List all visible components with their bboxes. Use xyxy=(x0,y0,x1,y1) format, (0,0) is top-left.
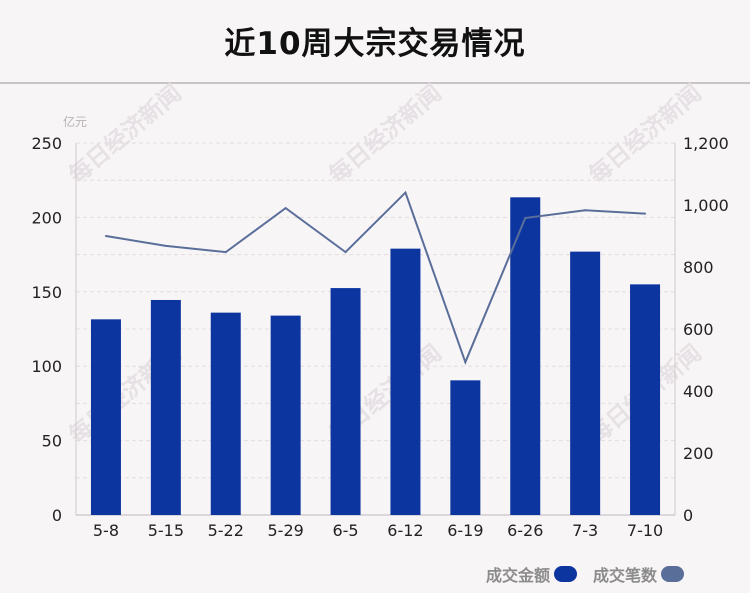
legend-swatch-count xyxy=(661,566,685,582)
legend-item-count: 成交笔数 xyxy=(593,562,685,586)
right-tick-label: 1,200 xyxy=(683,134,729,153)
right-tick-label: 800 xyxy=(683,258,714,277)
right-tick-label: 200 xyxy=(683,444,714,463)
legend-label-count: 成交笔数 xyxy=(593,566,658,585)
line-point xyxy=(644,212,647,215)
line-point xyxy=(524,217,527,220)
title-bar: 近10周大宗交易情况 xyxy=(0,0,750,84)
watermark-text: 每日经济新闻 xyxy=(64,80,187,189)
line-point xyxy=(164,244,167,247)
bar xyxy=(510,197,541,515)
left-tick-label: 250 xyxy=(31,134,62,153)
chart-title: 近10周大宗交易情况 xyxy=(224,26,526,62)
legend-swatch-amount xyxy=(554,566,578,582)
watermark-text: 每日经济新闻 xyxy=(324,80,447,189)
right-tick-label: 0 xyxy=(683,506,693,525)
x-tick-label: 5-29 xyxy=(267,521,303,540)
x-tick-label: 6-26 xyxy=(507,521,543,540)
right-tick-label: 600 xyxy=(683,320,714,339)
left-tick-label: 200 xyxy=(31,208,62,227)
bar xyxy=(450,380,481,515)
line-point xyxy=(584,209,587,212)
line-point xyxy=(344,251,347,254)
left-axis-unit: 亿元 xyxy=(63,114,87,129)
bar xyxy=(270,315,301,515)
bar xyxy=(90,319,121,515)
legend-item-amount: 成交金额 xyxy=(486,562,578,586)
left-tick-label: 0 xyxy=(52,506,62,525)
x-tick-label: 6-12 xyxy=(387,521,423,540)
bar xyxy=(390,248,421,515)
bar xyxy=(630,284,661,515)
line-point xyxy=(464,361,467,364)
line-point xyxy=(284,207,287,210)
x-tick-label: 5-15 xyxy=(148,521,184,540)
bar xyxy=(330,288,361,515)
line-point xyxy=(224,251,227,254)
legend: 成交金额 成交笔数 xyxy=(486,562,685,586)
series-line-count xyxy=(105,190,646,365)
x-tick-label: 7-3 xyxy=(572,521,598,540)
x-tick-label: 6-5 xyxy=(332,521,358,540)
x-tick-label: 6-19 xyxy=(447,521,483,540)
line-point xyxy=(104,235,107,237)
legend-label-amount: 成交金额 xyxy=(486,566,551,585)
right-tick-label: 400 xyxy=(683,382,714,401)
bar xyxy=(570,251,601,515)
left-tick-label: 100 xyxy=(31,357,62,376)
x-tick-label: 5-8 xyxy=(93,521,119,540)
x-tick-label: 5-22 xyxy=(208,521,244,540)
right-tick-label: 1,000 xyxy=(683,196,729,215)
bar xyxy=(150,299,181,515)
line-point xyxy=(404,191,407,194)
left-tick-label: 150 xyxy=(31,283,62,302)
left-tick-label: 50 xyxy=(42,432,62,451)
bar xyxy=(210,312,241,515)
x-tick-label: 7-10 xyxy=(627,521,663,540)
